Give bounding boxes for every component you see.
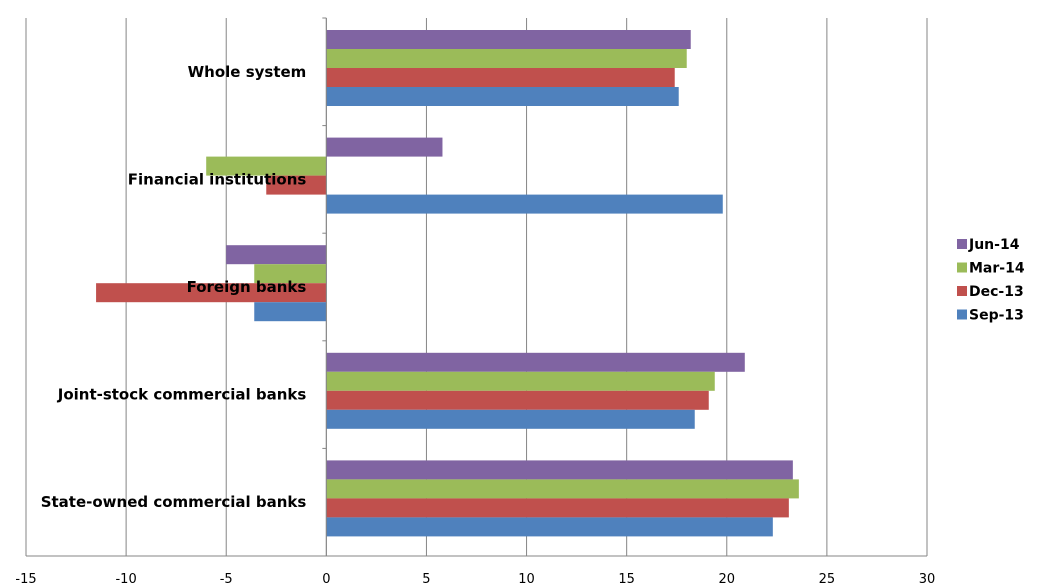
bar-mar-14	[254, 264, 327, 284]
category-label: State-owned commercial banks	[41, 493, 307, 511]
x-tick-label: 20	[719, 572, 736, 587]
legend-swatch-sep-13	[957, 309, 967, 320]
bar-sep-13	[326, 517, 773, 537]
bar-sep-13	[326, 194, 723, 214]
x-tick-label: 30	[919, 572, 936, 587]
bar-mar-14	[326, 49, 687, 68]
category-label: Joint-stock commercial banks	[57, 386, 307, 404]
x-tick-label: 25	[819, 572, 836, 587]
x-tick-labels: -15 -10 -5 0 5 10 15 20 25 30	[15, 572, 935, 587]
legend-label: Sep-13	[969, 308, 1024, 324]
x-tick-label: -5	[220, 572, 233, 587]
bar-dec-13	[266, 175, 327, 195]
legend: Jun-14 Mar-14 Dec-13 Sep-13	[957, 237, 1025, 324]
category-label: Foreign banks	[187, 278, 307, 296]
bar-dec-13	[326, 68, 675, 87]
bar-mar-14	[206, 156, 327, 176]
x-tick-label: 5	[422, 572, 430, 587]
bar-sep-13	[326, 87, 679, 106]
bar-jun-14	[326, 30, 691, 49]
bar-mar-14	[326, 479, 799, 499]
bar-dec-13	[96, 283, 327, 303]
axes	[26, 17, 927, 557]
category-labels: Whole system Financial institutions Foreig…	[41, 63, 307, 511]
x-tick-label: -10	[115, 572, 136, 587]
x-tick-label: 10	[518, 572, 535, 587]
bar-jun-14	[326, 137, 443, 157]
bar-mar-14	[326, 371, 715, 391]
bar-sep-13	[254, 302, 327, 322]
category-label: Whole system	[188, 63, 307, 81]
bar-dec-13	[326, 390, 709, 410]
legend-label: Mar-14	[969, 261, 1025, 277]
bar-jun-14	[326, 352, 745, 372]
x-tick-label: -15	[15, 572, 36, 587]
x-tick-label: 0	[322, 572, 330, 587]
bar-jun-14	[226, 245, 327, 265]
x-tick-label: 15	[618, 572, 635, 587]
category-label: Financial institutions	[128, 170, 307, 188]
bar-jun-14	[326, 460, 793, 480]
legend-label: Jun-14	[968, 237, 1020, 253]
bar-sep-13	[326, 409, 695, 429]
legend-label: Dec-13	[969, 284, 1024, 300]
legend-swatch-jun-14	[957, 239, 967, 249]
legend-swatch-mar-14	[957, 262, 967, 273]
bars	[96, 30, 799, 537]
legend-swatch-dec-13	[957, 286, 967, 296]
bar-dec-13	[326, 498, 789, 518]
